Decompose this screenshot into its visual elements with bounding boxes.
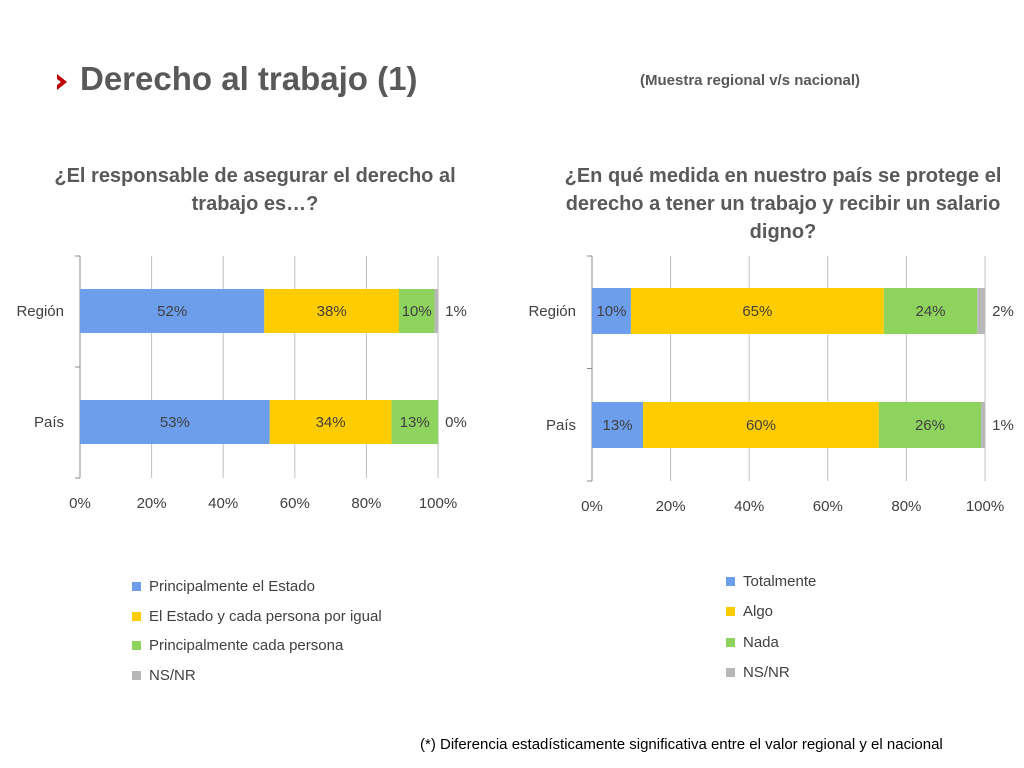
legend-item: NS/NR <box>132 661 382 691</box>
chart-1-legend: Principalmente el Estado El Estado y cada… <box>132 572 382 690</box>
bar-segment <box>80 400 270 444</box>
legend-swatch <box>726 668 735 678</box>
legend-label: Totalmente <box>743 572 817 590</box>
data-label: 0% <box>445 414 467 431</box>
legend-swatch <box>726 607 735 617</box>
legend-item: El Estado y cada persona por igual <box>132 602 382 632</box>
bar-segment <box>399 289 435 333</box>
bar-segment <box>630 288 884 334</box>
legend-item: Principalmente cada persona <box>132 631 382 661</box>
legend-swatch <box>132 641 141 651</box>
legend-label: Algo <box>743 603 774 621</box>
legend-swatch <box>132 670 141 680</box>
chart-2-title-line-2: derecho a tener un trabajo y recibir un … <box>565 193 1001 215</box>
data-label: 60% <box>746 417 776 434</box>
x-tick-label: 60% <box>280 495 310 512</box>
bar-segment <box>643 402 879 448</box>
data-label: 1% <box>445 303 467 320</box>
x-tick-label: 20% <box>137 495 167 512</box>
x-tick-label: 20% <box>656 498 686 515</box>
bar-segment <box>434 289 438 333</box>
legend-item: Nada <box>726 627 816 658</box>
legend-swatch <box>132 582 141 592</box>
bar-segment <box>264 289 400 333</box>
bar-segment <box>80 289 265 333</box>
chart-1-title: ¿El responsable de asegurar el derecho a… <box>40 162 470 218</box>
bar-segment <box>391 400 438 444</box>
bar-segment <box>592 402 644 448</box>
legend-swatch <box>726 576 735 586</box>
x-tick-label: 100% <box>419 495 457 512</box>
chart-1: 0% 20% 40% 60% 80% 100% Región País 52% 38% 10% 1% 5… <box>16 255 467 512</box>
legend-label: NS/NR <box>743 664 790 682</box>
x-tick-label: 80% <box>891 498 921 515</box>
data-label: 10% <box>596 303 626 320</box>
data-label: 2% <box>992 303 1014 320</box>
data-label: 24% <box>916 303 946 320</box>
x-tick-label: 0% <box>581 498 603 515</box>
data-label: 34% <box>316 414 346 431</box>
data-label: 1% <box>992 417 1014 434</box>
legend-label: Principalmente el Estado <box>149 578 315 596</box>
data-label: 52% <box>157 303 187 320</box>
category-label: Región <box>528 303 576 320</box>
footnote: (*) Diferencia estadísticamente signific… <box>420 736 943 753</box>
category-label: País <box>34 414 64 431</box>
chart-1-title-line-1: ¿El responsable de asegurar el derecho a… <box>54 165 456 187</box>
data-label: 65% <box>742 303 772 320</box>
chart-2: 0% 20% 40% 60% 80% 100% Región País 10% 65% 24% 2% 1… <box>528 255 1014 515</box>
bar-segment <box>878 402 982 448</box>
x-tick-label: 100% <box>966 498 1004 515</box>
legend-label: NS/NR <box>149 666 196 684</box>
data-label: 13% <box>400 414 430 431</box>
chevron-right-icon <box>57 74 67 90</box>
bar-segment <box>883 288 978 334</box>
chart-2-legend: Totalmente Algo Nada NS/NR <box>726 566 816 688</box>
legend-item: NS/NR <box>726 658 816 689</box>
x-tick-label: 40% <box>734 498 764 515</box>
category-label: País <box>546 417 576 434</box>
bar-segment <box>977 288 985 334</box>
legend-item: Totalmente <box>726 566 816 597</box>
x-tick-label: 40% <box>208 495 238 512</box>
legend-label: Principalmente cada persona <box>149 637 344 655</box>
data-label: 13% <box>603 417 633 434</box>
chart-2-title-line-1: ¿En qué medida en nuestro país se proteg… <box>564 165 1002 187</box>
legend-label: Nada <box>743 633 779 651</box>
legend-item: Algo <box>726 597 816 628</box>
chart-2-title: ¿En qué medida en nuestro país se proteg… <box>548 162 1018 246</box>
legend-item: Principalmente el Estado <box>132 572 382 602</box>
x-tick-label: 80% <box>351 495 381 512</box>
bar-segment <box>269 400 392 444</box>
page-subtitle: (Muestra regional v/s nacional) <box>640 72 861 89</box>
x-tick-label: 0% <box>69 495 91 512</box>
bar-segment <box>592 288 631 334</box>
legend-swatch <box>132 611 141 621</box>
data-label: 53% <box>160 414 190 431</box>
data-label: 10% <box>402 303 432 320</box>
data-label: 26% <box>915 417 945 434</box>
chart-2-title-line-3: digno? <box>749 221 817 243</box>
legend-label: El Estado y cada persona por igual <box>149 607 382 625</box>
legend-swatch <box>726 637 735 647</box>
chart-1-title-line-2: trabajo es…? <box>191 193 319 215</box>
category-label: Región <box>16 303 64 320</box>
data-label: 38% <box>317 303 347 320</box>
page-title: Derecho al trabajo (1) <box>80 60 418 97</box>
x-tick-label: 60% <box>813 498 843 515</box>
bar-segment <box>981 402 985 448</box>
